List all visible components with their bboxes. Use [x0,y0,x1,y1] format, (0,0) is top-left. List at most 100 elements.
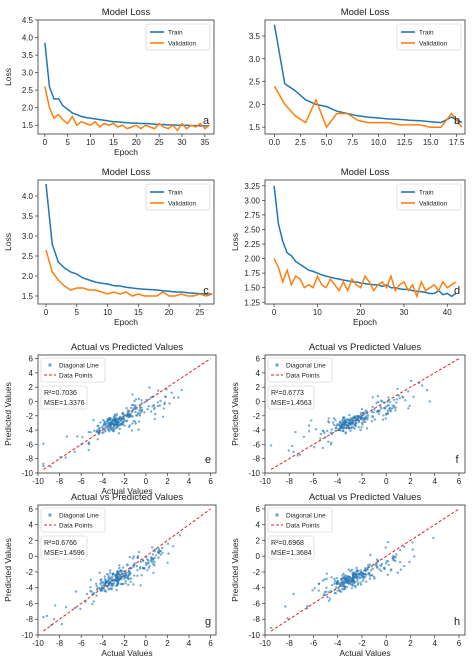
data-point [380,569,383,573]
data-point [151,553,154,556]
data-point [409,379,413,383]
data-point [371,415,374,419]
data-point [129,413,132,416]
x-tick-label: 4 [432,639,437,648]
data-point [385,560,388,563]
data-point [327,591,330,594]
y-tick-label: 2.0 [249,100,261,109]
data-point [153,560,156,564]
panel-h: Actual vs Predicted Values -10 -8 -6 -4 -2 0 2 4… [230,492,466,658]
legend-label: Train [168,30,183,37]
y-axis-label: Predicted Values [3,382,13,446]
data-point [89,589,92,593]
data-point [124,579,127,583]
data-point [126,411,129,414]
data-point [116,569,119,573]
panel-d: Model Loss 0 10 20 30 40 1.25 1.50 1.75 2.00 2.25 2… [230,167,466,327]
legend-label: Data Points [286,523,320,530]
data-point [107,417,110,421]
legend-label: Diagonal Line [59,363,99,370]
data-point [364,569,367,572]
x-tick-label: 25 [195,308,204,317]
data-point [363,418,366,421]
panel-label: h [454,616,460,628]
data-point [161,415,165,418]
data-point [388,409,392,412]
data-point [95,430,98,433]
data-point [387,399,391,402]
panel-label: a [203,115,210,127]
data-point [99,578,102,582]
data-point [354,424,357,428]
data-point [178,534,182,537]
data-point [118,566,121,570]
data-point [344,419,347,422]
legend-swatch [48,363,52,367]
data-point [145,563,148,567]
data-point [389,401,392,404]
data-point [344,432,347,435]
data-point [117,432,121,435]
data-point [59,455,62,459]
data-point [73,606,77,610]
y-tick-label: 3.5 [22,212,34,221]
data-point [306,607,309,610]
metrics-box [40,535,88,560]
data-point [338,583,342,586]
data-point [306,604,309,608]
data-point [364,575,367,579]
data-point [325,572,328,575]
r2-text: R²=0.6773 [271,390,304,397]
data-point [91,593,94,596]
x-tick-label: 2 [408,639,413,648]
data-point [321,446,324,450]
data-point [356,583,360,586]
x-tick-label: 2 [408,477,413,486]
data-point [132,403,135,407]
diagonal-line [270,358,460,470]
panel-label: d [454,285,460,297]
data-point [425,389,429,392]
y-tick-label: 1.5 [249,123,261,132]
data-point [118,427,122,431]
data-point [110,587,114,590]
data-point [376,566,379,569]
legend-label: Train [168,190,183,197]
data-point [384,417,387,420]
x-tick-label: 2 [165,477,170,486]
data-point [153,417,156,421]
data-point [399,568,403,571]
data-point [113,578,116,582]
data-point [284,605,287,608]
y-tick-label: 6 [29,355,34,364]
data-point [408,404,411,408]
y-tick-label: 3.0 [22,232,34,241]
data-point [344,585,347,588]
data-point [153,407,156,411]
x-tick-label: -6 [78,477,86,486]
x-tick-label: 15.0 [423,138,439,147]
data-point [121,422,125,426]
data-point [138,406,142,410]
data-point [388,407,391,410]
data-point [120,418,123,422]
data-point [407,390,410,393]
data-point [117,572,121,576]
panel-e: Actual vs Predicted Values -10 -8 -6 -4 -2 0 2 4… [3,342,217,496]
data-point [350,426,353,429]
data-point [408,560,411,564]
data-point [292,450,295,454]
mse-text: MSE=1.3684 [271,550,312,557]
data-point [85,592,89,596]
data-point [347,575,350,578]
data-point [342,416,345,419]
data-point [321,579,325,582]
x-axis-label: Epoch [114,147,138,157]
y-tick-label: -8 [26,615,34,624]
data-point [359,581,362,584]
data-point [359,583,363,586]
plot-area [42,358,211,470]
x-tick-label: 10 [313,308,322,317]
data-point [135,414,138,417]
data-point [112,415,116,419]
